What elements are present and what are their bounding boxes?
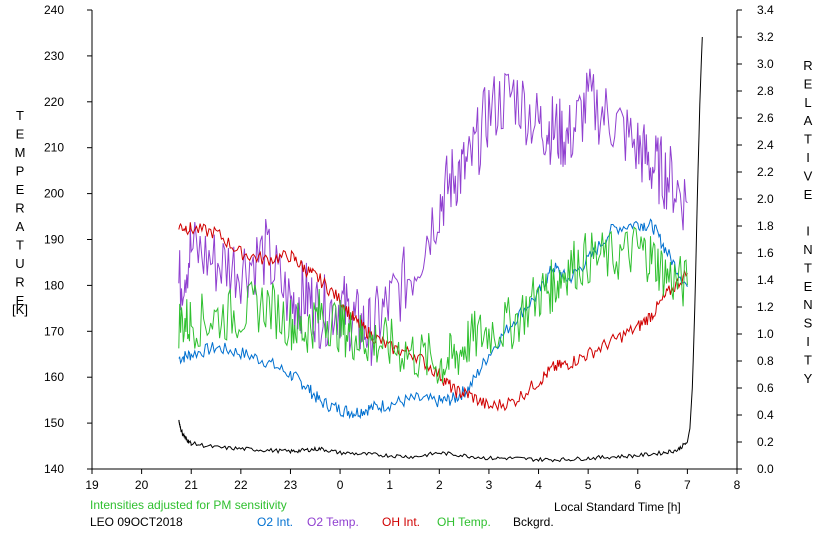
x-tick-label: 3 [486, 478, 493, 492]
y-right-title-letter: V [804, 168, 813, 183]
y-left-title-letter: A [16, 219, 25, 234]
y-right-tick-label: 0.0 [757, 462, 774, 476]
series-line-2 [178, 222, 688, 412]
series-line-3 [178, 226, 688, 384]
y-left-title-letter: E [16, 127, 25, 142]
y-left-tick-label: 230 [44, 49, 64, 63]
y-right-title-letter: L [804, 95, 811, 110]
legend-oh-temp: OH Temp. [437, 515, 491, 529]
x-tick-label: 8 [734, 478, 741, 492]
x-tick-label: 19 [85, 478, 99, 492]
x-tick-label: 23 [284, 478, 298, 492]
y-left-tick-label: 170 [44, 324, 64, 338]
series-layer [178, 36, 703, 463]
y-left-tick-label: 200 [44, 187, 64, 201]
y-left-tick-label: 150 [44, 416, 64, 430]
sensitivity-note: Intensities adjusted for PM sensitivity [90, 498, 287, 512]
axis-layer: 19 20 21 22 23 0 1 2 3 4 5 6 7 8140150160170180190200… [44, 3, 774, 492]
x-tick-label: 1 [386, 478, 393, 492]
y-right-title-letter: T [804, 260, 812, 275]
y-right-tick-label: 2.8 [757, 84, 774, 98]
y-right-title-letter: S [804, 316, 813, 331]
y-right-tick-label: 1.2 [757, 300, 774, 314]
y-right-title-letter: T [804, 132, 812, 147]
y-right-tick-label: 3.4 [757, 3, 774, 17]
y-right-tick-label: 1.0 [757, 327, 774, 341]
y-right-title-letter: R [803, 58, 812, 73]
x-tick-label: 21 [185, 478, 199, 492]
series-line-0 [178, 218, 688, 420]
y-right-tick-label: 0.6 [757, 381, 774, 395]
y-left-tick-label: 140 [44, 462, 64, 476]
y-left-unit: [K] [12, 302, 28, 317]
legend-oh-int: OH Int. [382, 515, 421, 529]
y-left-tick-label: 180 [44, 278, 64, 292]
legend-o2-temp: O2 Temp. [307, 515, 359, 529]
y-right-tick-label: 0.2 [757, 435, 774, 449]
y-right-title-letter: T [804, 352, 812, 367]
series-line-1 [178, 68, 688, 366]
y-right-tick-label: 2.4 [757, 138, 774, 152]
y-left-title-letter: E [16, 293, 25, 308]
y-right-tick-label: 0.4 [757, 408, 774, 422]
y-right-tick-label: 1.8 [757, 219, 774, 233]
y-right-title-letter: N [803, 242, 812, 257]
y-left-title-letter: U [15, 256, 24, 271]
x-axis-label: Local Standard Time [h] [554, 500, 681, 514]
x-tick-label: 6 [634, 478, 641, 492]
x-tick-label: 0 [337, 478, 344, 492]
y-right-title-letter: I [806, 150, 810, 165]
legend-bckgrd: Bckgrd. [513, 515, 554, 529]
y-left-title-letter: P [16, 164, 25, 179]
y-left-tick-label: 210 [44, 141, 64, 155]
y-left-title-letter: E [16, 182, 25, 197]
y-right-tick-label: 2.6 [757, 111, 774, 125]
y-left-tick-label: 220 [44, 95, 64, 109]
x-tick-label: 7 [684, 478, 691, 492]
legend-o2-int: O2 Int. [257, 515, 294, 529]
y-right-tick-label: 2.2 [757, 165, 774, 179]
y-right-title-letter: A [804, 113, 813, 128]
x-tick-label: 2 [436, 478, 443, 492]
y-left-title-letter: R [15, 275, 24, 290]
y-left-tick-label: 240 [44, 3, 64, 17]
y-right-title-letter: E [804, 76, 813, 91]
y-right-title-letter: I [806, 334, 810, 349]
y-right-title-letter: E [804, 279, 813, 294]
y-right-title-letter: Y [804, 371, 813, 386]
y-left-tick-label: 160 [44, 370, 64, 384]
y-right-title-letter: I [806, 224, 810, 239]
y-left-title-letter: T [16, 108, 24, 123]
series-line-4 [178, 36, 703, 463]
y-right-tick-label: 3.2 [757, 30, 774, 44]
y-right-tick-label: 0.8 [757, 354, 774, 368]
x-tick-label: 20 [135, 478, 149, 492]
y-right-tick-label: 1.6 [757, 246, 774, 260]
y-right-tick-label: 1.4 [757, 273, 774, 287]
y-left-title-letter: T [16, 238, 24, 253]
y-left-title-letter: R [15, 201, 24, 216]
y-right-title-letter: N [803, 297, 812, 312]
x-tick-label: 5 [585, 478, 592, 492]
x-tick-label: 22 [234, 478, 248, 492]
x-tick-label: 4 [535, 478, 542, 492]
y-right-tick-label: 3.0 [757, 57, 774, 71]
y-right-title-letter: E [804, 187, 813, 202]
y-right-tick-label: 2.0 [757, 192, 774, 206]
y-left-title-letter: M [15, 145, 26, 160]
y-left-tick-label: 190 [44, 233, 64, 247]
site-date-label: LEO 09OCT2018 [90, 515, 183, 529]
